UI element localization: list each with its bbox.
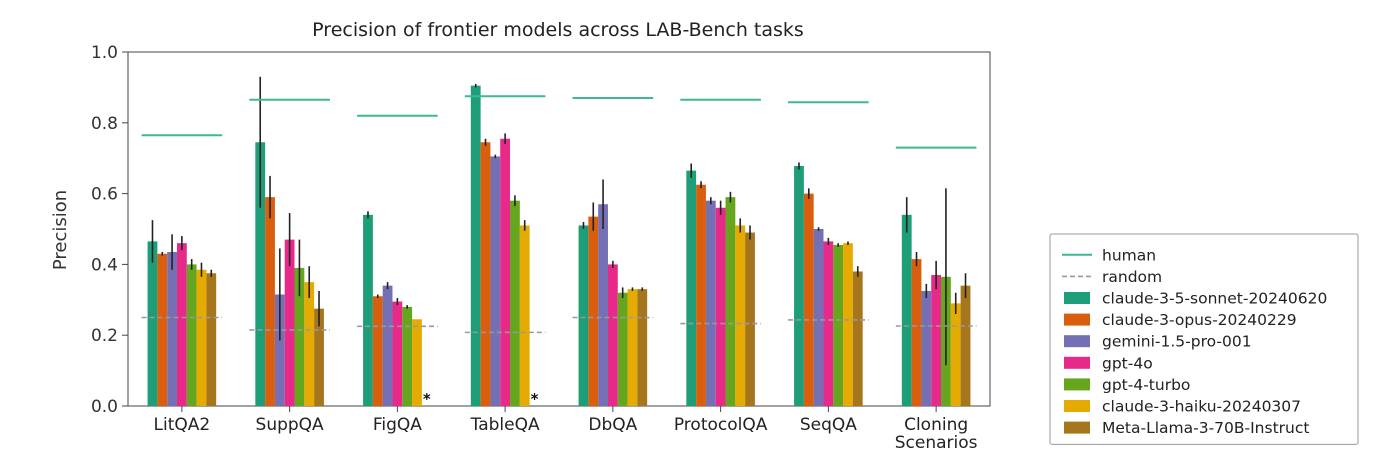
legend-label: random <box>1102 268 1162 286</box>
bar <box>490 156 501 406</box>
bar <box>852 271 863 406</box>
bar <box>960 285 971 406</box>
bar <box>627 289 638 406</box>
bar <box>833 244 844 406</box>
legend-label: Meta-Llama-3-70B-Instruct <box>1102 419 1309 437</box>
bar <box>588 216 599 406</box>
legend-box <box>1049 233 1359 445</box>
bar <box>274 294 285 406</box>
bar <box>911 259 922 406</box>
x-tick-label: TableQA <box>470 415 540 435</box>
bar <box>813 229 824 406</box>
x-tick-label: Scenarios <box>895 433 978 453</box>
legend-label: gemini-1.5-pro-001 <box>1102 333 1252 351</box>
y-tick-label: 0.6 <box>91 185 118 205</box>
bar <box>901 214 912 406</box>
bar <box>284 239 295 406</box>
bar <box>715 207 726 406</box>
bar <box>637 289 648 406</box>
y-tick-label: 0.2 <box>91 326 118 346</box>
x-tick-label: FigQA <box>373 415 422 435</box>
bar <box>705 200 716 406</box>
y-axis-label: Precision <box>50 190 71 270</box>
legend: human random claude-3-5-sonnet-20240620 cla… <box>1049 233 1359 445</box>
bar <box>931 275 942 406</box>
bar <box>470 85 481 406</box>
legend-swatch <box>1064 335 1090 348</box>
y-tick-label: 0.0 <box>91 397 118 417</box>
missing-data-marker: * <box>531 390 539 408</box>
legend-swatch <box>1064 421 1090 434</box>
bar <box>607 264 618 406</box>
bar <box>167 252 177 406</box>
bar <box>843 243 853 406</box>
bar <box>803 193 814 406</box>
plot-frame <box>127 51 991 407</box>
bar <box>186 264 197 406</box>
missing-data-marker: * <box>423 390 431 408</box>
y-tick-label: 0.4 <box>91 255 118 275</box>
bar <box>157 253 168 406</box>
bar <box>745 232 755 406</box>
legend-label: gpt-4-turbo <box>1102 376 1190 394</box>
bar <box>725 197 736 406</box>
bar <box>578 225 589 406</box>
bar <box>735 225 746 406</box>
bar <box>519 225 530 406</box>
legend-swatch <box>1064 313 1090 326</box>
legend-swatch <box>1064 400 1090 412</box>
bar <box>617 292 628 406</box>
chart-title: Precision of frontier models across LAB-… <box>312 19 804 41</box>
x-tick-label: Cloning <box>904 415 968 435</box>
legend-label: claude-3-5-sonnet-20240620 <box>1102 290 1327 308</box>
bar <box>176 243 187 406</box>
bar <box>265 197 275 406</box>
legend-label: human <box>1102 246 1156 264</box>
bar <box>372 296 383 406</box>
bar <box>206 273 217 406</box>
bar <box>363 214 373 406</box>
y-tick-label: 1.0 <box>91 43 118 63</box>
legend-label: claude-3-haiku-20240307 <box>1102 398 1301 416</box>
bar <box>392 301 403 406</box>
bar <box>950 303 961 406</box>
x-tick-label: DbQA <box>588 415 637 435</box>
legend-swatch <box>1064 292 1090 304</box>
bar <box>500 138 511 407</box>
bar <box>196 269 207 406</box>
x-tick-label: LitQA2 <box>154 415 211 435</box>
y-tick-label: 0.8 <box>91 114 118 134</box>
bar <box>255 142 266 406</box>
bar <box>480 142 491 406</box>
bar <box>510 200 520 406</box>
bar <box>147 241 158 406</box>
x-tick-label: ProtocolQA <box>674 415 768 435</box>
bar <box>823 241 834 406</box>
bar <box>314 308 324 406</box>
bar <box>402 306 413 406</box>
legend-label: claude-3-opus-20240229 <box>1102 311 1297 329</box>
x-tick-label: SeqQA <box>800 415 857 435</box>
bar <box>598 204 608 406</box>
x-tick-label: SuppQA <box>256 415 325 435</box>
bar <box>686 170 697 406</box>
bar <box>921 290 932 406</box>
bar <box>382 285 393 406</box>
bar <box>412 319 422 406</box>
legend-swatch <box>1064 356 1090 369</box>
legend-label: gpt-4o <box>1102 354 1153 372</box>
bar <box>304 282 315 406</box>
bar <box>794 165 804 406</box>
legend-swatch <box>1064 378 1090 391</box>
bar <box>294 267 305 406</box>
bar <box>696 184 706 406</box>
